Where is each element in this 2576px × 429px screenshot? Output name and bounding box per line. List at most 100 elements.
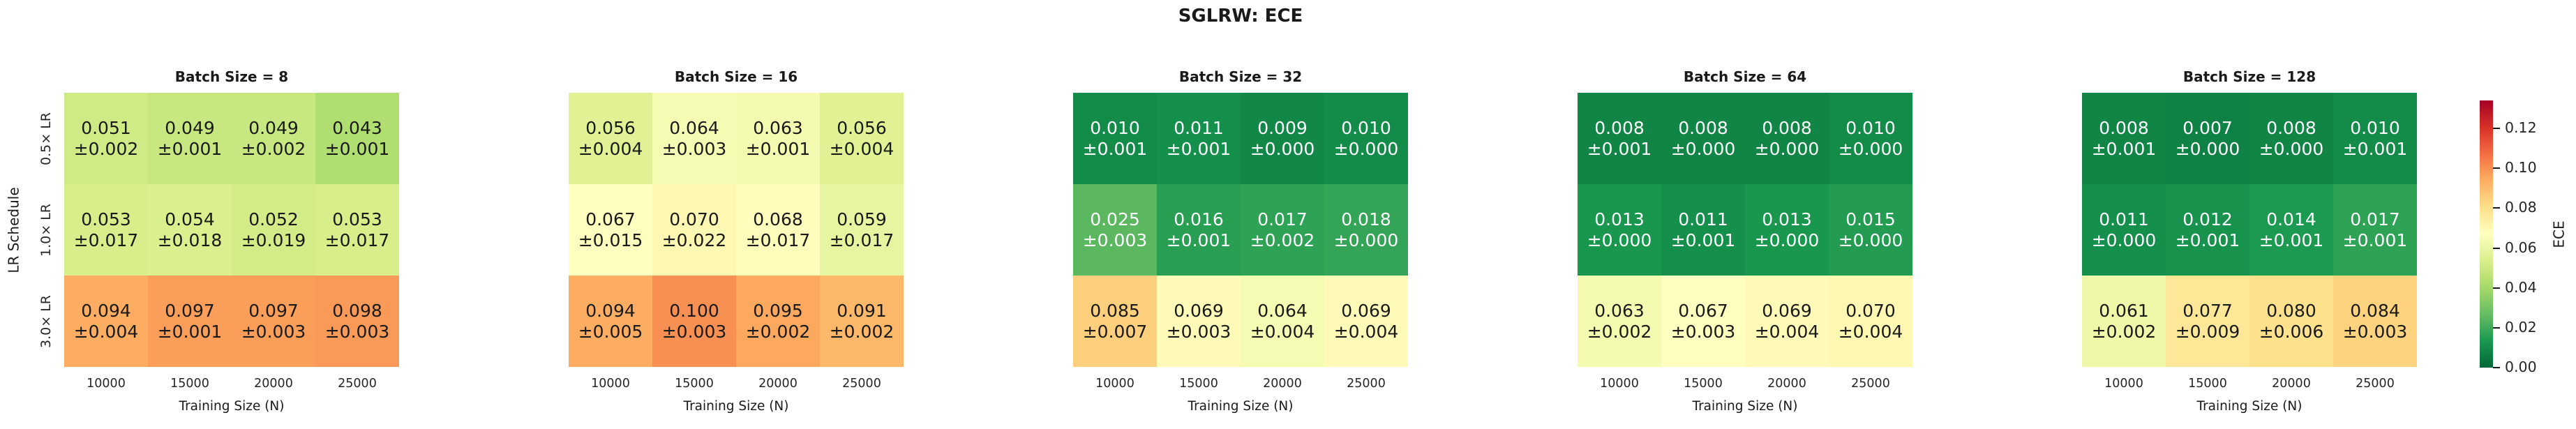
heatmap-cell: 0.061 ±0.002 (2082, 276, 2166, 367)
heatmap-cell: 0.012 ±0.001 (2166, 184, 2249, 276)
heatmap-cell: 0.069 ±0.004 (1324, 276, 1408, 367)
cell-error: ±0.004 (578, 138, 643, 159)
x-axis-label: Training Size (N) (2196, 399, 2302, 414)
cell-value: 0.064 (669, 118, 719, 138)
heatmap-grid: 0.010 ±0.001 0.011 ±0.001 0.009 ±0.000 0.010 ±0… (1073, 93, 1408, 367)
heatmap-cell: 0.010 ±0.001 (2333, 93, 2417, 184)
heatmap-cell: 0.011 ±0.001 (1661, 184, 1745, 276)
panel-title: Batch Size = 32 (1178, 68, 1303, 85)
cell-value: 0.063 (753, 118, 803, 138)
cell-error: ±0.000 (1250, 138, 1315, 159)
cell-error: ±0.001 (2342, 138, 2408, 159)
heatmap-cell: 0.017 ±0.001 (2333, 184, 2417, 276)
cell-value: 0.014 (2266, 209, 2316, 229)
cell-error: ±0.000 (1838, 229, 1903, 250)
cell-error: ±0.001 (2091, 138, 2157, 159)
cell-error: ±0.015 (578, 229, 643, 250)
cell-error: ±0.002 (745, 321, 811, 342)
cell-error: ±0.000 (2175, 138, 2240, 159)
colorbar-tick-label: 0.08 (2505, 199, 2537, 216)
cell-value: 0.052 (248, 209, 299, 229)
cell-value: 0.054 (165, 209, 215, 229)
cell-value: 0.008 (1678, 118, 1728, 138)
heatmap-cell: 0.056 ±0.004 (820, 93, 904, 184)
x-tick-label: 10000 (1095, 377, 1135, 391)
cell-value: 0.063 (1594, 301, 1645, 321)
cell-error: ±0.000 (1670, 138, 1736, 159)
cell-error: ±0.001 (745, 138, 811, 159)
cell-value: 0.056 (837, 118, 887, 138)
cell-error: ±0.000 (1838, 138, 1903, 159)
cell-value: 0.095 (753, 301, 803, 321)
colorbar-tick-mark (2493, 247, 2500, 249)
x-tick-label: 15000 (1179, 377, 1218, 391)
cell-error: ±0.000 (2091, 229, 2157, 250)
cell-error: ±0.001 (157, 321, 223, 342)
cell-value: 0.017 (2350, 209, 2400, 229)
heatmap-cell: 0.053 ±0.017 (64, 184, 148, 276)
cell-value: 0.056 (585, 118, 636, 138)
cell-error: ±0.004 (73, 321, 139, 342)
heatmap-cell: 0.010 ±0.001 (1073, 93, 1157, 184)
y-axis-label-text: LR Schedule (6, 186, 22, 273)
colorbar-tick-label: 0.00 (2505, 359, 2537, 375)
cell-error: ±0.001 (1166, 138, 1231, 159)
cell-error: ±0.002 (2091, 321, 2157, 342)
heatmap-panel: Batch Size = 16 0.056 ±0.004 0.064 ±0.003 0.0… (569, 0, 904, 429)
x-tick-label: 10000 (2104, 377, 2143, 391)
x-tick-label: 25000 (1851, 377, 1890, 391)
cell-value: 0.012 (2182, 209, 2233, 229)
cell-error: ±0.006 (2259, 321, 2324, 342)
cell-error: ±0.002 (73, 138, 139, 159)
cell-error: ±0.000 (1754, 138, 1820, 159)
colorbar-tick-mark (2493, 367, 2500, 368)
x-tick-labels: 10000 15000 20000 25000 (569, 377, 904, 395)
panel-title: Batch Size = 8 (174, 68, 289, 85)
cell-value: 0.010 (2350, 118, 2400, 138)
cell-value: 0.067 (1678, 301, 1728, 321)
cell-error: ±0.001 (2175, 229, 2240, 250)
cell-value: 0.053 (81, 209, 131, 229)
x-tick-label: 25000 (842, 377, 881, 391)
cell-value: 0.010 (1845, 118, 1896, 138)
heatmap-cell: 0.049 ±0.002 (232, 93, 315, 184)
cell-value: 0.025 (1090, 209, 1140, 229)
cell-error: ±0.003 (661, 138, 727, 159)
cell-value: 0.100 (669, 301, 719, 321)
heatmap-cell: 0.069 ±0.004 (1745, 276, 1829, 367)
cell-error: ±0.017 (745, 229, 811, 250)
cell-error: ±0.018 (157, 229, 223, 250)
heatmap-cell: 0.016 ±0.001 (1157, 184, 1241, 276)
panel-title: Batch Size = 64 (1683, 68, 1807, 85)
heatmap-cell: 0.070 ±0.004 (1829, 276, 1912, 367)
heatmap-cell: 0.097 ±0.003 (232, 276, 315, 367)
cell-value: 0.070 (1845, 301, 1896, 321)
cell-error: ±0.000 (2259, 138, 2324, 159)
cell-error: ±0.005 (578, 321, 643, 342)
cell-error: ±0.000 (1333, 229, 1399, 250)
heatmap-cell: 0.049 ±0.001 (148, 93, 232, 184)
cell-value: 0.091 (837, 301, 887, 321)
heatmap-cell: 0.010 ±0.000 (1324, 93, 1408, 184)
heatmap-cell: 0.094 ±0.005 (569, 276, 652, 367)
cell-value: 0.097 (165, 301, 215, 321)
y-tick-label: 3.0× LR (31, 276, 61, 367)
y-tick-label: 0.5× LR (31, 93, 61, 184)
cell-error: ±0.004 (1754, 321, 1820, 342)
cell-value: 0.008 (2099, 118, 2149, 138)
cell-error: ±0.019 (241, 229, 306, 250)
heatmap-grid: 0.008 ±0.001 0.007 ±0.000 0.008 ±0.000 0.010 ±0… (2082, 93, 2417, 367)
cell-value: 0.011 (1174, 118, 1224, 138)
heatmap-cell: 0.017 ±0.002 (1241, 184, 1324, 276)
colorbar (2480, 100, 2493, 368)
heatmap-cell: 0.064 ±0.003 (652, 93, 736, 184)
x-tick-label: 20000 (2272, 377, 2311, 391)
heatmap-cell: 0.011 ±0.000 (2082, 184, 2166, 276)
heatmap-grid: 0.051 ±0.002 0.049 ±0.001 0.049 ±0.002 0.043 ±0… (64, 93, 399, 367)
colorbar-tick-label: 0.04 (2505, 278, 2537, 296)
colorbar-tick-label: 0.02 (2505, 318, 2537, 336)
y-tick-label-text: 3.0× LR (38, 294, 54, 348)
heatmap-cell: 0.008 ±0.001 (2082, 93, 2166, 184)
x-axis-label: Training Size (N) (179, 399, 285, 414)
cell-error: ±0.000 (1333, 138, 1399, 159)
